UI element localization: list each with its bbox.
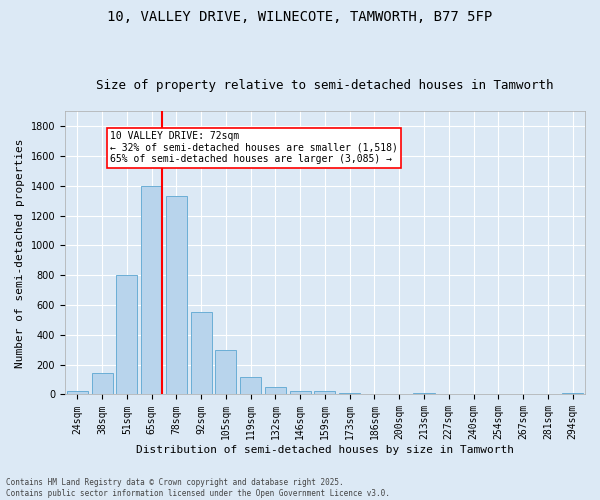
Text: 10 VALLEY DRIVE: 72sqm
← 32% of semi-detached houses are smaller (1,518)
65% of : 10 VALLEY DRIVE: 72sqm ← 32% of semi-det… xyxy=(110,131,398,164)
Bar xyxy=(240,376,261,394)
Bar xyxy=(265,388,286,394)
Bar xyxy=(92,373,113,394)
Bar xyxy=(67,392,88,394)
Bar xyxy=(215,350,236,395)
Bar xyxy=(141,186,162,394)
Y-axis label: Number of semi-detached properties: Number of semi-detached properties xyxy=(15,138,25,368)
X-axis label: Distribution of semi-detached houses by size in Tamworth: Distribution of semi-detached houses by … xyxy=(136,445,514,455)
Bar xyxy=(290,390,311,394)
Text: Contains HM Land Registry data © Crown copyright and database right 2025.
Contai: Contains HM Land Registry data © Crown c… xyxy=(6,478,390,498)
Bar xyxy=(191,312,212,394)
Bar xyxy=(166,196,187,394)
Bar xyxy=(314,390,335,394)
Bar xyxy=(339,393,360,394)
Text: 10, VALLEY DRIVE, WILNECOTE, TAMWORTH, B77 5FP: 10, VALLEY DRIVE, WILNECOTE, TAMWORTH, B… xyxy=(107,10,493,24)
Bar xyxy=(562,392,583,394)
Title: Size of property relative to semi-detached houses in Tamworth: Size of property relative to semi-detach… xyxy=(96,79,554,92)
Bar xyxy=(116,275,137,394)
